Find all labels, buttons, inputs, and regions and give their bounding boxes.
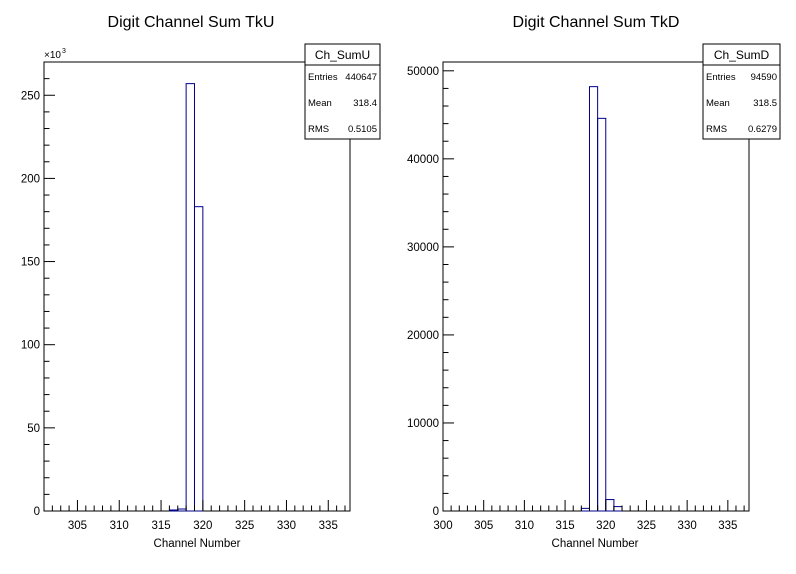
histogram-panel-1: Digit Channel Sum TkU 305 310 315 320 325 330 3… bbox=[21, 14, 381, 550]
y-tick-label: 100 bbox=[21, 340, 40, 352]
y-tick-label: 10000 bbox=[407, 418, 439, 430]
y-exponent-power: 3 bbox=[62, 48, 66, 55]
stats-row-label: Mean bbox=[308, 98, 332, 109]
x-tick-label: 320 bbox=[596, 520, 615, 532]
y-tick-label: 250 bbox=[21, 90, 40, 102]
y-tick-label: 0 bbox=[433, 506, 439, 518]
x-tick-label: 300 bbox=[433, 520, 452, 532]
histogram-bin-3 bbox=[185, 83, 195, 512]
x-tick-label: 330 bbox=[678, 520, 697, 532]
y-tick-label: 50000 bbox=[407, 66, 439, 78]
stats-box-frame bbox=[304, 43, 381, 140]
x-tick-label: 305 bbox=[68, 520, 87, 532]
x-axis-label: Channel Number bbox=[552, 538, 639, 550]
stats-row-value: 94590 bbox=[751, 72, 777, 83]
histogram-bin-3 bbox=[597, 117, 607, 512]
histogram-bin-2 bbox=[588, 86, 599, 512]
stats-box-frame bbox=[702, 43, 781, 140]
histogram-bin-5 bbox=[613, 506, 623, 512]
stats-row-value: 0.5105 bbox=[348, 124, 377, 135]
x-tick-label: 335 bbox=[718, 520, 737, 532]
y-tick-label: 0 bbox=[34, 506, 40, 518]
stats-row-value: 318.4 bbox=[353, 98, 377, 109]
stats-row-label: Entries bbox=[706, 72, 736, 83]
x-tick-label: 335 bbox=[319, 520, 338, 532]
histogram-bin-4 bbox=[605, 499, 615, 512]
chart-title: Digit Channel Sum TkU bbox=[108, 14, 275, 31]
x-tick-label: 330 bbox=[277, 520, 296, 532]
stats-box-name: Ch_SumU bbox=[315, 48, 370, 62]
histogram-bin-1 bbox=[168, 509, 179, 512]
x-tick-label: 320 bbox=[193, 520, 212, 532]
y-tick-label: 30000 bbox=[407, 242, 439, 254]
stats-box: Ch_SumU Entries 440647 Mean 318.4 RMS 0.5105 bbox=[304, 43, 381, 140]
histogram-bin-1 bbox=[580, 507, 590, 512]
stats-row-label: Mean bbox=[706, 98, 730, 109]
stats-row-label: Entries bbox=[308, 72, 338, 83]
histogram-bin-4 bbox=[193, 206, 204, 512]
x-tick-label: 305 bbox=[474, 520, 493, 532]
x-tick-label: 315 bbox=[151, 520, 170, 532]
y-tick-label: 200 bbox=[21, 173, 40, 185]
stats-row-value: 318.5 bbox=[753, 98, 777, 109]
stats-row-value: 440647 bbox=[345, 72, 377, 83]
plot-frame bbox=[43, 61, 351, 512]
y-tick-label: 20000 bbox=[407, 330, 439, 342]
y-tick-label: 40000 bbox=[407, 154, 439, 166]
stats-row-label: RMS bbox=[706, 124, 727, 135]
x-tick-label: 310 bbox=[110, 520, 129, 532]
x-axis-label: Channel Number bbox=[154, 538, 241, 550]
histogram-bin-2 bbox=[177, 508, 187, 512]
y-tick-label: 50 bbox=[27, 423, 40, 435]
histogram-panel-2: Digit Channel Sum TkD 300 305 310 315 320 325 3… bbox=[407, 14, 781, 550]
x-tick-label: 325 bbox=[637, 520, 656, 532]
x-tick-label: 325 bbox=[235, 520, 254, 532]
stats-row-value: 0.6279 bbox=[748, 124, 777, 135]
chart-title: Digit Channel Sum TkD bbox=[513, 14, 680, 31]
x-tick-label: 310 bbox=[515, 520, 534, 532]
stats-box-name: Ch_SumD bbox=[714, 48, 770, 62]
x-tick-label: 315 bbox=[555, 520, 574, 532]
y-exponent-label: ×10 bbox=[44, 50, 61, 61]
stats-box: Ch_SumD Entries 94590 Mean 318.5 RMS 0.6279 bbox=[702, 43, 781, 140]
y-tick-label: 150 bbox=[21, 257, 40, 269]
stats-row-label: RMS bbox=[308, 124, 329, 135]
